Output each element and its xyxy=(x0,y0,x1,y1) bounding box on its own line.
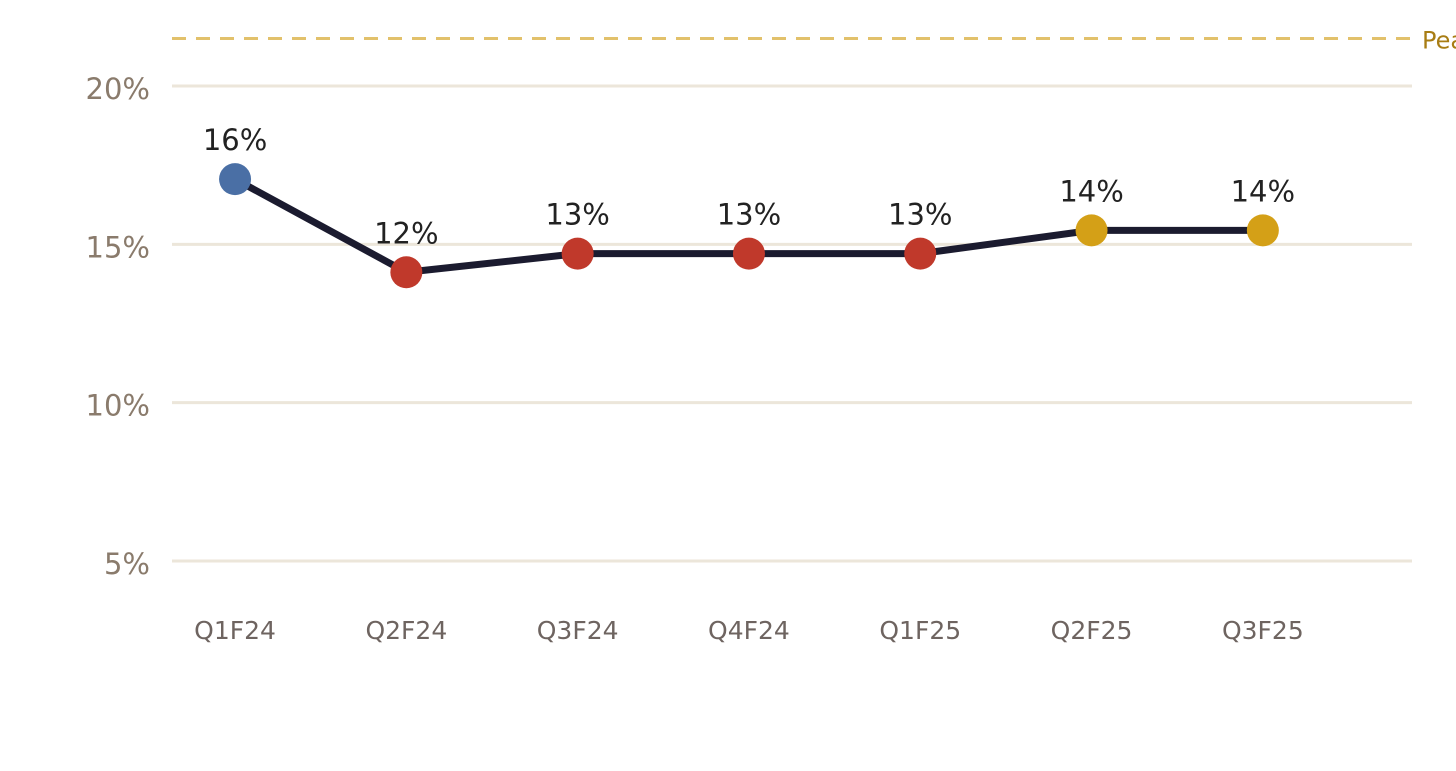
y-tick-label: 20% xyxy=(86,72,150,106)
data-label: 13% xyxy=(888,198,952,232)
x-tick-label: Q3F24 xyxy=(537,616,619,645)
x-tick-label: Q4F24 xyxy=(708,616,790,645)
x-tick-label: Q2F24 xyxy=(365,616,447,645)
data-point xyxy=(561,237,594,270)
data-label: 13% xyxy=(545,198,609,232)
x-tick-label: Q1F25 xyxy=(879,616,961,645)
data-point xyxy=(219,163,252,196)
y-tick-label: 10% xyxy=(86,389,150,423)
data-label: 13% xyxy=(717,198,781,232)
x-tick-label: Q3F25 xyxy=(1222,616,1304,645)
data-point xyxy=(1246,214,1279,247)
x-tick-label: Q2F25 xyxy=(1051,616,1133,645)
data-point xyxy=(904,237,937,270)
y-tick-label: 5% xyxy=(104,547,150,581)
reference-label: Peak xyxy=(1422,27,1456,55)
x-tick-label: Q1F24 xyxy=(194,616,276,645)
data-point xyxy=(732,237,765,270)
y-tick-label: 15% xyxy=(86,230,150,264)
data-point xyxy=(390,256,423,289)
data-point xyxy=(1075,214,1108,247)
data-label: 12% xyxy=(374,216,438,250)
data-label: 14% xyxy=(1059,174,1123,208)
data-label: 16% xyxy=(203,123,267,157)
data-label: 14% xyxy=(1231,174,1295,208)
